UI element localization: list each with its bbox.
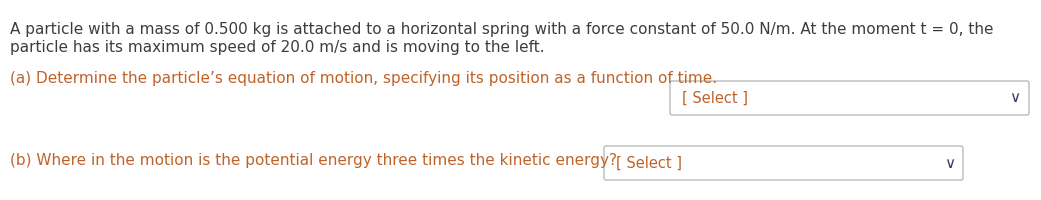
FancyBboxPatch shape — [670, 81, 1029, 115]
Text: [ Select ]: [ Select ] — [616, 156, 682, 170]
Text: [ Select ]: [ Select ] — [682, 90, 748, 106]
Text: (a) Determine the particle’s equation of motion, specifying its position as a fu: (a) Determine the particle’s equation of… — [10, 71, 717, 86]
Text: ∨: ∨ — [1010, 90, 1020, 106]
FancyBboxPatch shape — [604, 146, 963, 180]
Text: (b) Where in the motion is the potential energy three times the kinetic energy?: (b) Where in the motion is the potential… — [10, 153, 617, 168]
Text: particle has its maximum speed of 20.0 m/s and is moving to the left.: particle has its maximum speed of 20.0 m… — [10, 40, 544, 55]
Text: A particle with a mass of 0.500 kg is attached to a horizontal spring with a for: A particle with a mass of 0.500 kg is at… — [10, 22, 993, 37]
Text: ∨: ∨ — [944, 156, 956, 170]
